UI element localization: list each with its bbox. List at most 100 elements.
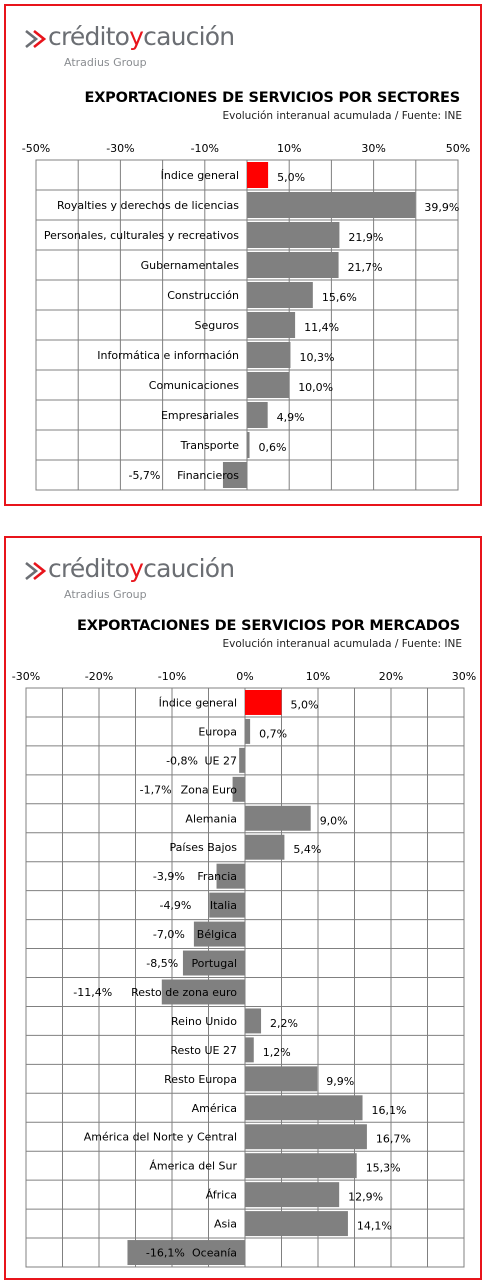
bar bbox=[193, 921, 245, 947]
bar-highlight bbox=[245, 690, 282, 715]
bar bbox=[245, 1066, 318, 1092]
chart-title: EXPORTACIONES DE SERVICIOS POR MERCADOS bbox=[77, 618, 460, 634]
x-tick-label: -10% bbox=[191, 142, 219, 155]
category-label: Bélgica bbox=[197, 928, 237, 941]
category-label: Informática e información bbox=[97, 349, 239, 362]
chart-subtitle: Evolución interanual acumulada / Fuente:… bbox=[222, 638, 462, 650]
category-label: Reino Unido bbox=[171, 1015, 237, 1028]
brand-logo: créditoycaución Atradius Group bbox=[24, 22, 264, 78]
bar bbox=[239, 747, 245, 773]
x-tick-label: -30% bbox=[12, 670, 40, 683]
category-label: América del Norte y Central bbox=[84, 1131, 237, 1144]
value-label: -1,7% bbox=[140, 783, 172, 796]
value-label: -3,9% bbox=[153, 870, 185, 883]
category-label: Asia bbox=[214, 1218, 237, 1231]
category-label: Comunicaciones bbox=[149, 379, 239, 392]
category-label: Transporte bbox=[180, 439, 240, 452]
category-label: Índice general bbox=[161, 169, 239, 182]
category-label: Europa bbox=[198, 725, 237, 738]
category-label: Portugal bbox=[191, 957, 237, 970]
category-label: Francia bbox=[197, 870, 237, 883]
chart-subtitle: Evolución interanual acumulada / Fuente:… bbox=[222, 110, 462, 122]
chart-title: EXPORTACIONES DE SERVICIOS POR SECTORES bbox=[84, 90, 461, 106]
category-label: UE 27 bbox=[205, 754, 238, 767]
value-label: -0,8% bbox=[166, 754, 198, 767]
value-label: 2,2% bbox=[270, 1017, 298, 1030]
bar bbox=[245, 1182, 340, 1208]
category-label: Países Bajos bbox=[170, 841, 238, 854]
bar bbox=[245, 834, 285, 860]
x-tick-label: -30% bbox=[106, 142, 134, 155]
value-label: 21,7% bbox=[348, 261, 383, 274]
value-label: 10,3% bbox=[299, 351, 334, 364]
bar bbox=[247, 402, 268, 428]
bar bbox=[247, 252, 339, 278]
brand-name: créditoycaución bbox=[48, 22, 235, 51]
value-label: -5,7% bbox=[128, 469, 160, 482]
x-tick-label: -20% bbox=[85, 670, 113, 683]
category-label: Construcción bbox=[167, 289, 239, 302]
value-label: -7,0% bbox=[153, 928, 185, 941]
arrow-logo-icon bbox=[25, 29, 46, 49]
value-label: 14,1% bbox=[357, 1220, 392, 1233]
bar bbox=[245, 805, 311, 831]
category-label: Personales, culturales y recreativos bbox=[44, 229, 239, 242]
value-label: 15,6% bbox=[322, 291, 357, 304]
x-tick-label: -10% bbox=[158, 670, 186, 683]
category-label: Índice general bbox=[159, 696, 237, 709]
bar bbox=[245, 1124, 367, 1150]
category-label: América bbox=[192, 1102, 237, 1115]
bar bbox=[127, 1240, 245, 1265]
mercados-panel: créditoycaución Atradius Group EXPORTACI… bbox=[4, 536, 482, 1280]
brand-group: Atradius Group bbox=[64, 588, 147, 601]
bar bbox=[161, 979, 245, 1005]
x-tick-label: 10% bbox=[306, 670, 330, 683]
arrow-logo-icon bbox=[25, 561, 46, 581]
x-tick-label: 10% bbox=[277, 142, 301, 155]
value-label: 5,0% bbox=[277, 171, 305, 184]
category-label: Alemania bbox=[185, 812, 237, 825]
x-tick-label: 30% bbox=[452, 670, 476, 683]
value-label: 1,2% bbox=[263, 1046, 291, 1059]
category-label: Resto Europa bbox=[164, 1073, 237, 1086]
bar bbox=[182, 950, 245, 976]
value-label: 0,6% bbox=[259, 441, 287, 454]
value-label: 39,9% bbox=[424, 201, 459, 214]
bar bbox=[247, 342, 291, 368]
bar bbox=[247, 282, 313, 308]
bar bbox=[209, 892, 245, 918]
bar bbox=[245, 1095, 363, 1121]
bar bbox=[245, 1211, 348, 1237]
bar bbox=[232, 776, 245, 802]
value-label: 0,7% bbox=[259, 727, 287, 740]
brand-logo: créditoycaución Atradius Group bbox=[24, 554, 264, 610]
bar-highlight bbox=[247, 162, 269, 188]
sectores-panel: créditoycaución Atradius Group EXPORTACI… bbox=[4, 4, 482, 506]
value-label: 21,9% bbox=[348, 231, 383, 244]
value-label: 16,7% bbox=[376, 1133, 411, 1146]
x-tick-label: 0% bbox=[236, 670, 253, 683]
value-label: 15,3% bbox=[366, 1162, 401, 1175]
bar bbox=[247, 432, 250, 458]
bar bbox=[245, 718, 251, 744]
value-label: -4,9% bbox=[159, 899, 191, 912]
bar bbox=[245, 1153, 357, 1179]
category-label: Oceanía bbox=[192, 1247, 237, 1260]
value-label: -8,5% bbox=[146, 957, 178, 970]
category-label: Gubernamentales bbox=[141, 259, 240, 272]
value-label: -11,4% bbox=[73, 986, 112, 999]
mercados-chart: -30% -20% -10% 0% 10% 20% 30% Índice general 5,0… bbox=[12, 670, 476, 1268]
x-tick-label: 50% bbox=[446, 142, 470, 155]
bar bbox=[247, 312, 296, 338]
bar bbox=[245, 1037, 254, 1063]
category-label: África bbox=[206, 1189, 237, 1202]
category-label: Ámerica del Sur bbox=[149, 1160, 237, 1173]
value-label: 9,9% bbox=[326, 1075, 354, 1088]
value-label: -16,1% bbox=[146, 1247, 185, 1260]
value-label: 10,0% bbox=[298, 381, 333, 394]
category-label: Seguros bbox=[195, 319, 240, 332]
category-label: Resto UE 27 bbox=[170, 1044, 237, 1057]
category-label: Royalties y derechos de licencias bbox=[57, 199, 239, 212]
x-tick-label: 20% bbox=[379, 670, 403, 683]
sectores-chart: -50% -30% -10% 10% 30% 50% Índice general 5,0% R… bbox=[22, 142, 470, 491]
